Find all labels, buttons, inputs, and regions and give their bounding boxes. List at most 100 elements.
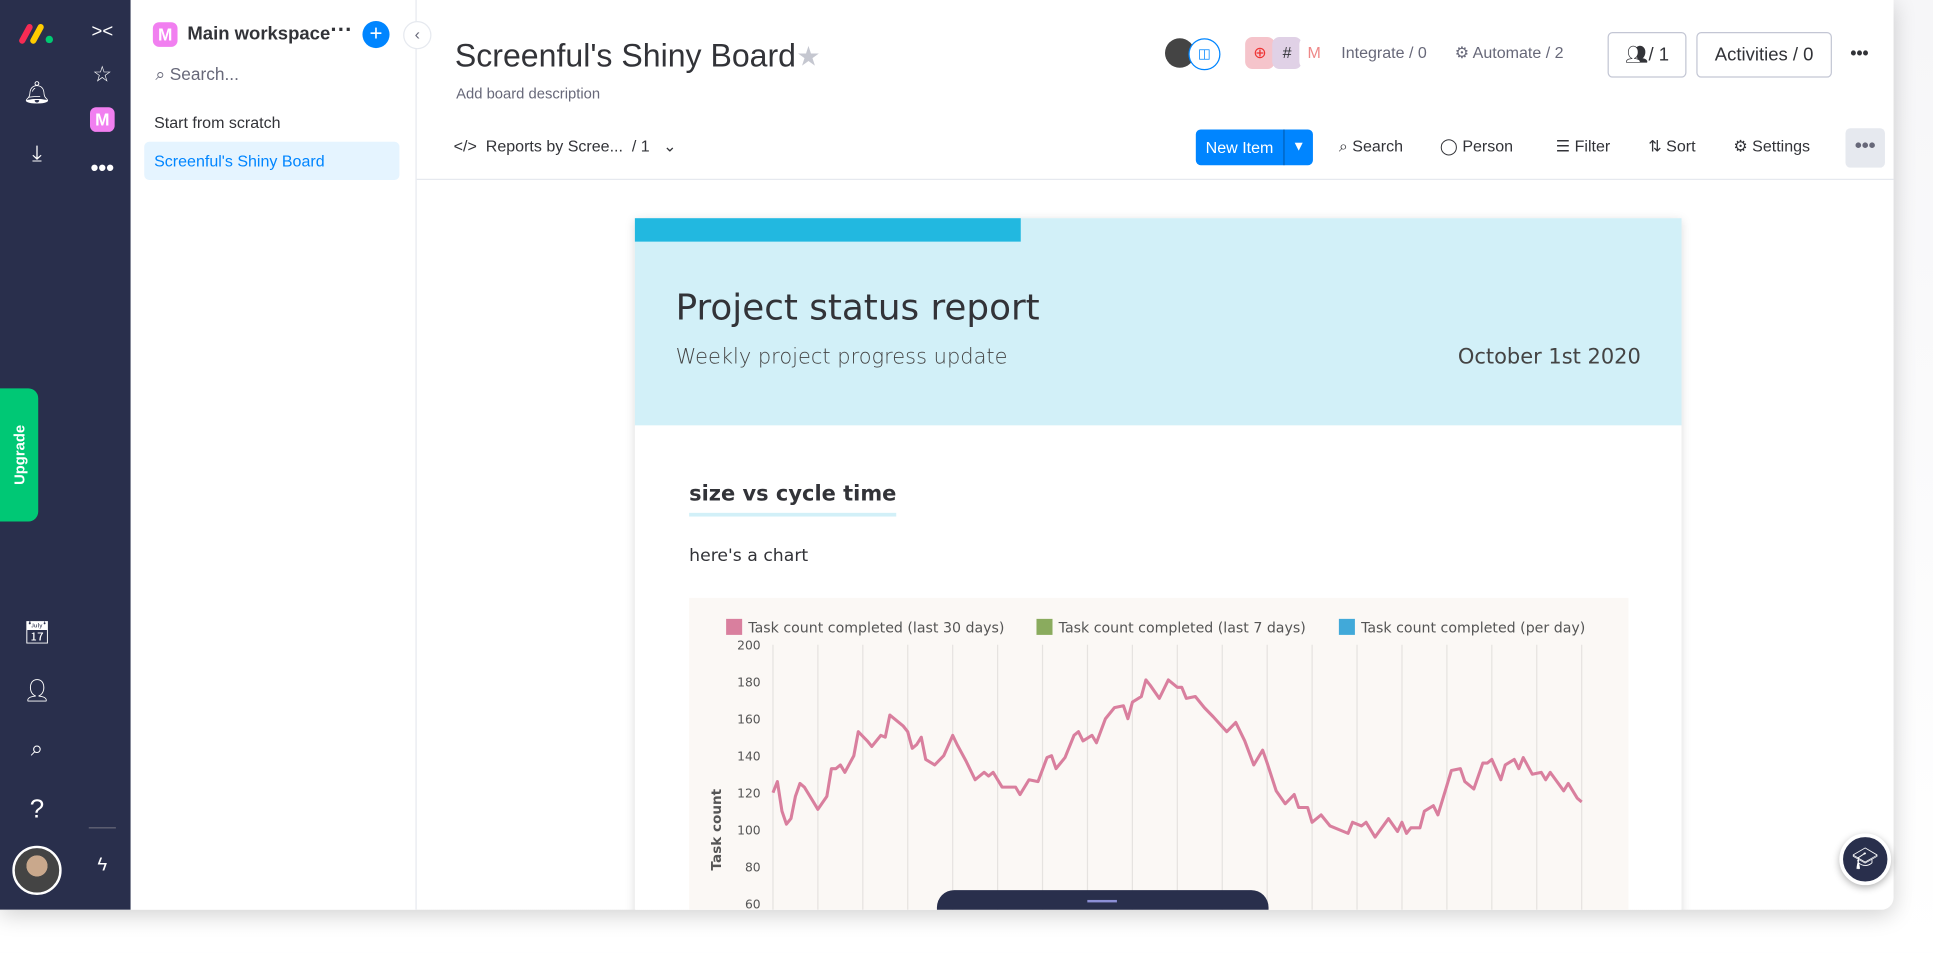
divider: [88, 827, 116, 829]
filter-label: Filter: [1574, 136, 1611, 156]
report-title: Project status report: [675, 286, 1040, 328]
board-subscriber-icon[interactable]: ◫: [1188, 38, 1221, 71]
lightning-icon[interactable]: ϟ: [97, 854, 108, 876]
favorite-star-icon[interactable]: ★: [796, 40, 821, 72]
expand-collapse-icon[interactable]: ><: [91, 20, 114, 42]
workspace-item-active[interactable]: Screenful's Shiny Board: [144, 141, 400, 180]
filter-icon: ☰: [1555, 136, 1575, 156]
drag-handle[interactable]: [1087, 899, 1117, 903]
view-tab-label: Reports by Scree...: [485, 136, 623, 156]
section-text: here's a chart: [689, 546, 809, 566]
upgrade-label: Upgrade: [10, 424, 28, 485]
gear-icon: ⚙: [1733, 136, 1753, 156]
people-icon: 👥︎: [1624, 44, 1649, 66]
workspace-search[interactable]: ⌕ Search...: [155, 64, 239, 85]
upgrade-button[interactable]: Upgrade: [0, 388, 39, 522]
board-description[interactable]: Add board description: [456, 85, 601, 103]
legend-label: Task count completed (per day): [1360, 620, 1585, 636]
automate-label: Automate / 2: [1472, 43, 1564, 62]
divider: [416, 178, 1894, 180]
search-icon[interactable]: ⌕: [30, 735, 44, 761]
robot-icon: ⚙: [1454, 43, 1473, 62]
y-tick-label: 100: [737, 824, 761, 838]
report-date: October 1st 2020: [1457, 345, 1641, 370]
twilio-icon: ⊕: [1245, 36, 1275, 70]
left-rail: 🔔︎ ⤓ >< ☆ M ••• Upgrade 📅︎ 👤︎ ⌕ ? ϟ: [0, 0, 131, 910]
gmail-icon: M: [1299, 36, 1329, 70]
workspace-icon: M: [152, 22, 178, 47]
favorites-star-icon[interactable]: ☆: [92, 61, 113, 87]
y-axis-label: Task count: [709, 788, 725, 870]
chevron-down-icon[interactable]: ⌄: [663, 136, 677, 156]
sort-button[interactable]: ⇅ Sort: [1648, 137, 1695, 157]
new-item-button[interactable]: New Item ▼: [1195, 129, 1313, 166]
y-tick-label: 140: [737, 750, 761, 764]
board-main: Screenful's Shiny Board ★ Add board desc…: [416, 0, 1894, 910]
person-filter-button[interactable]: ◯ Person: [1440, 137, 1513, 157]
toolbar-more-button[interactable]: •••: [1845, 128, 1885, 168]
report-accent-bar: [634, 218, 1021, 242]
board-more-icon[interactable]: •••: [1850, 43, 1869, 63]
calendar-check-icon[interactable]: 📅︎: [22, 620, 52, 645]
chart: 60 80 100 120 140 160 180 200 Task count Task cou…: [689, 597, 1629, 910]
search-icon: ⌕: [1338, 136, 1353, 156]
sort-icon: ⇅: [1648, 136, 1667, 156]
view-count: / 1: [631, 136, 650, 156]
section-title: size vs cycle time: [689, 482, 897, 517]
settings-label: Settings: [1752, 136, 1811, 156]
line-chart: 60 80 100 120 140 160 180 200 Task count Task cou…: [709, 618, 1585, 910]
more-icon[interactable]: •••: [90, 155, 114, 180]
workspace-item[interactable]: Start from scratch: [154, 113, 281, 132]
legend-label: Task count completed (last 7 days): [1058, 620, 1306, 636]
report-subtitle: Weekly project progress update: [675, 345, 1008, 370]
legend-label: Task count completed (last 30 days): [747, 620, 1004, 636]
legend-swatch: [726, 618, 743, 635]
workspace-rail-icon[interactable]: M: [89, 107, 115, 132]
monday-logo: [19, 24, 54, 44]
new-item-label: New Item: [1205, 138, 1274, 157]
automate-button[interactable]: ⚙ Automate / 2: [1455, 43, 1564, 63]
learning-center-icon[interactable]: 🎓︎: [1839, 833, 1892, 886]
search-icon: ⌕: [155, 64, 170, 84]
slack-icon: #: [1272, 36, 1302, 70]
search-button[interactable]: ⌕ Search: [1339, 137, 1403, 157]
user-avatar[interactable]: [12, 845, 62, 896]
members-button[interactable]: 👥︎/ 1: [1607, 32, 1687, 78]
help-icon[interactable]: ?: [29, 795, 45, 824]
workspace-title[interactable]: Main workspace: [187, 23, 331, 45]
sort-label: Sort: [1666, 136, 1696, 156]
bottom-drawer-handle[interactable]: [936, 890, 1269, 910]
y-tick-label: 120: [737, 787, 761, 801]
app-window: 🔔︎ ⤓ >< ☆ M ••• Upgrade 📅︎ 👤︎ ⌕ ? ϟ M Ma…: [0, 0, 1894, 910]
search-label: Search: [1352, 136, 1404, 156]
invite-user-icon[interactable]: 👤︎: [22, 678, 52, 703]
y-tick-label: 60: [745, 898, 761, 910]
filter-button[interactable]: ☰ Filter: [1556, 137, 1610, 157]
legend-swatch: [1036, 618, 1053, 635]
workspace-panel: M Main workspace ··· + ‹ ⌕ Search... Sta…: [130, 0, 432, 910]
workspace-more-icon[interactable]: ···: [330, 17, 353, 42]
legend-swatch: [1338, 618, 1355, 635]
y-tick-label: 80: [745, 861, 761, 875]
y-tick-label: 200: [737, 639, 761, 653]
person-label: Person: [1462, 136, 1514, 156]
activities-button[interactable]: Activities / 0: [1696, 32, 1832, 78]
person-icon: ◯: [1439, 136, 1463, 156]
y-tick-label: 180: [737, 676, 761, 690]
notifications-bell-icon[interactable]: 🔔︎: [22, 80, 52, 105]
code-icon: </>: [453, 136, 486, 156]
members-count: / 1: [1648, 44, 1670, 66]
report-card: Project status report Weekly project pro…: [634, 218, 1682, 910]
report-header: Project status report Weekly project pro…: [634, 218, 1682, 426]
integrate-button[interactable]: Integrate / 0: [1341, 43, 1427, 62]
board-title[interactable]: Screenful's Shiny Board: [454, 36, 796, 74]
settings-button[interactable]: ⚙ Settings: [1733, 137, 1810, 157]
search-input[interactable]: Search...: [169, 64, 239, 84]
collapse-panel-button[interactable]: ‹: [403, 20, 432, 50]
inbox-icon[interactable]: ⤓: [32, 140, 42, 166]
view-tab[interactable]: </> Reports by Scree... / 1 ⌄: [454, 137, 677, 157]
chevron-down-icon[interactable]: ▼: [1283, 129, 1313, 166]
add-button[interactable]: +: [362, 20, 390, 49]
y-tick-label: 160: [737, 713, 761, 727]
